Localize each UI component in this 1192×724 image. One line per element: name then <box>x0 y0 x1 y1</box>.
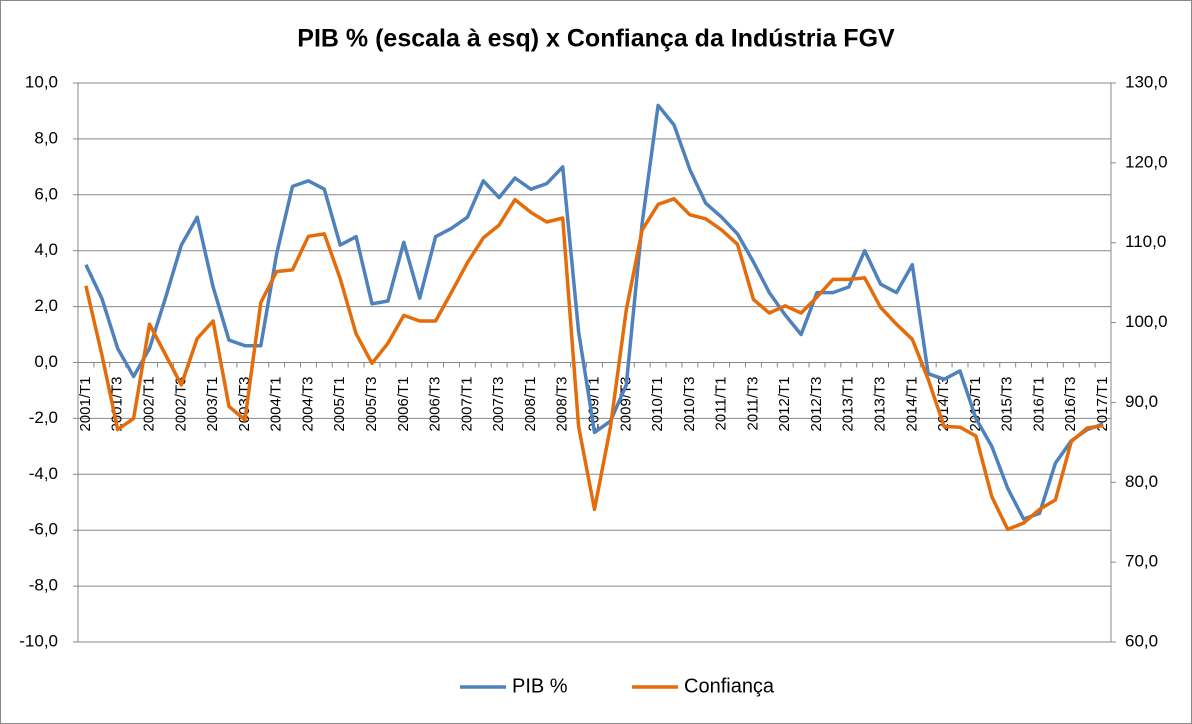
x-tick-label: 2013/T3 <box>872 377 889 432</box>
x-tick-label: 2016/T3 <box>1062 377 1079 432</box>
x-tick-label: 2002/T3 <box>172 377 189 432</box>
y2-tick-label: 120,0 <box>1125 152 1168 171</box>
y2-tick-label: 110,0 <box>1125 232 1166 251</box>
y-tick-label: -6,0 <box>29 520 58 539</box>
x-tick-label: 2002/T1 <box>140 377 157 432</box>
x-tick-label: 2005/T3 <box>363 377 380 432</box>
x-tick-label: 2010/T3 <box>681 377 698 432</box>
x-tick-label: 2013/T1 <box>840 377 857 432</box>
x-tick-label: 2007/T1 <box>458 377 475 432</box>
x-tick-label: 2016/T1 <box>1030 377 1047 432</box>
x-tick-label: 2015/T3 <box>999 377 1016 432</box>
y2-tick-label: 90,0 <box>1125 392 1158 411</box>
chart-title: PIB % (escala à esq) x Confiança da Indú… <box>297 25 895 53</box>
x-tick-label: 2006/T3 <box>427 377 444 432</box>
y-tick-label: 10,0 <box>25 72 58 91</box>
x-tick-label: 2005/T1 <box>331 377 348 432</box>
y2-tick-label: 60,0 <box>1125 631 1158 650</box>
x-tick-label: 2008/T1 <box>522 377 539 432</box>
y-tick-label: 8,0 <box>34 128 58 147</box>
y-tick-label: -4,0 <box>29 464 58 483</box>
x-tick-label: 2009/T1 <box>585 377 602 432</box>
y-tick-label: -10,0 <box>19 631 58 650</box>
y-tick-label: 2,0 <box>34 296 58 315</box>
x-tick-label: 2010/T1 <box>649 377 666 432</box>
y-tick-label: 0,0 <box>34 352 58 371</box>
legend-label: PIB % <box>512 675 568 697</box>
y-tick-label: 6,0 <box>34 184 58 203</box>
legend-label: Confiança <box>684 675 775 697</box>
x-tick-label: 2001/T1 <box>77 377 94 432</box>
x-tick-label: 2007/T3 <box>490 377 507 432</box>
x-tick-label: 2014/T1 <box>903 377 920 432</box>
x-tick-label: 2003/T1 <box>204 377 221 432</box>
x-tick-label: 2009/T3 <box>617 377 634 432</box>
y2-tick-label: 80,0 <box>1125 472 1158 491</box>
x-tick-label: 2012/T1 <box>776 377 793 432</box>
x-tick-label: 2008/T3 <box>554 377 571 432</box>
x-tick-label: 2004/T1 <box>268 377 285 432</box>
x-tick-label: 2001/T3 <box>109 377 126 432</box>
x-tick-label: 2017/T1 <box>1094 377 1111 432</box>
x-tick-label: 2004/T3 <box>299 377 316 432</box>
y2-tick-label: 130,0 <box>1125 72 1168 91</box>
x-tick-label: 2011/T3 <box>744 377 761 431</box>
y2-tick-label: 100,0 <box>1125 312 1168 331</box>
y2-tick-label: 70,0 <box>1125 552 1158 571</box>
series-line <box>84 197 1104 532</box>
x-tick-label: 2012/T3 <box>808 377 825 432</box>
x-tick-label: 2011/T1 <box>713 377 730 431</box>
y-tick-label: -2,0 <box>29 408 58 427</box>
y-tick-label: -8,0 <box>29 576 58 595</box>
x-tick-label: 2006/T1 <box>395 377 412 432</box>
y-tick-label: 4,0 <box>34 240 58 259</box>
x-tick-label: 2015/T1 <box>967 377 984 432</box>
